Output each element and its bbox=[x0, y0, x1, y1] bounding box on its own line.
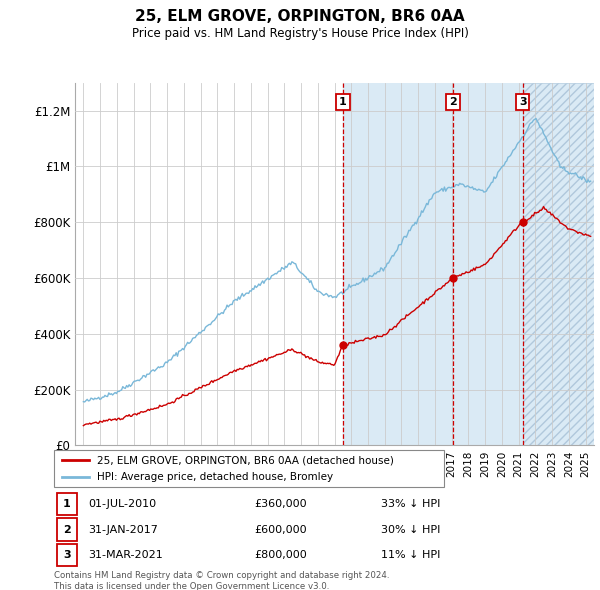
Text: Price paid vs. HM Land Registry's House Price Index (HPI): Price paid vs. HM Land Registry's House … bbox=[131, 27, 469, 40]
Text: 01-JUL-2010: 01-JUL-2010 bbox=[88, 499, 157, 509]
Text: Contains HM Land Registry data © Crown copyright and database right 2024.
This d: Contains HM Land Registry data © Crown c… bbox=[54, 571, 389, 590]
Bar bbox=[56, 544, 77, 566]
Text: 11% ↓ HPI: 11% ↓ HPI bbox=[382, 550, 441, 560]
Bar bbox=[56, 519, 77, 540]
Text: 2: 2 bbox=[63, 525, 71, 535]
Text: 31-JAN-2017: 31-JAN-2017 bbox=[88, 525, 158, 535]
Text: £360,000: £360,000 bbox=[254, 499, 307, 509]
Text: £600,000: £600,000 bbox=[254, 525, 307, 535]
Bar bbox=[343, 83, 594, 445]
Text: 1: 1 bbox=[339, 97, 347, 107]
Text: 25, ELM GROVE, ORPINGTON, BR6 0AA (detached house): 25, ELM GROVE, ORPINGTON, BR6 0AA (detac… bbox=[97, 455, 394, 465]
Text: 1: 1 bbox=[63, 499, 71, 509]
Bar bbox=[56, 493, 77, 515]
Bar bbox=[523, 83, 594, 445]
Text: HPI: Average price, detached house, Bromley: HPI: Average price, detached house, Brom… bbox=[97, 472, 333, 482]
Text: 30% ↓ HPI: 30% ↓ HPI bbox=[382, 525, 441, 535]
Text: 33% ↓ HPI: 33% ↓ HPI bbox=[382, 499, 441, 509]
Text: 2: 2 bbox=[449, 97, 457, 107]
Text: 3: 3 bbox=[63, 550, 70, 560]
Text: 3: 3 bbox=[519, 97, 527, 107]
Text: 31-MAR-2021: 31-MAR-2021 bbox=[88, 550, 163, 560]
Bar bbox=[523, 83, 594, 445]
Text: 25, ELM GROVE, ORPINGTON, BR6 0AA: 25, ELM GROVE, ORPINGTON, BR6 0AA bbox=[135, 9, 465, 24]
Text: £800,000: £800,000 bbox=[254, 550, 307, 560]
